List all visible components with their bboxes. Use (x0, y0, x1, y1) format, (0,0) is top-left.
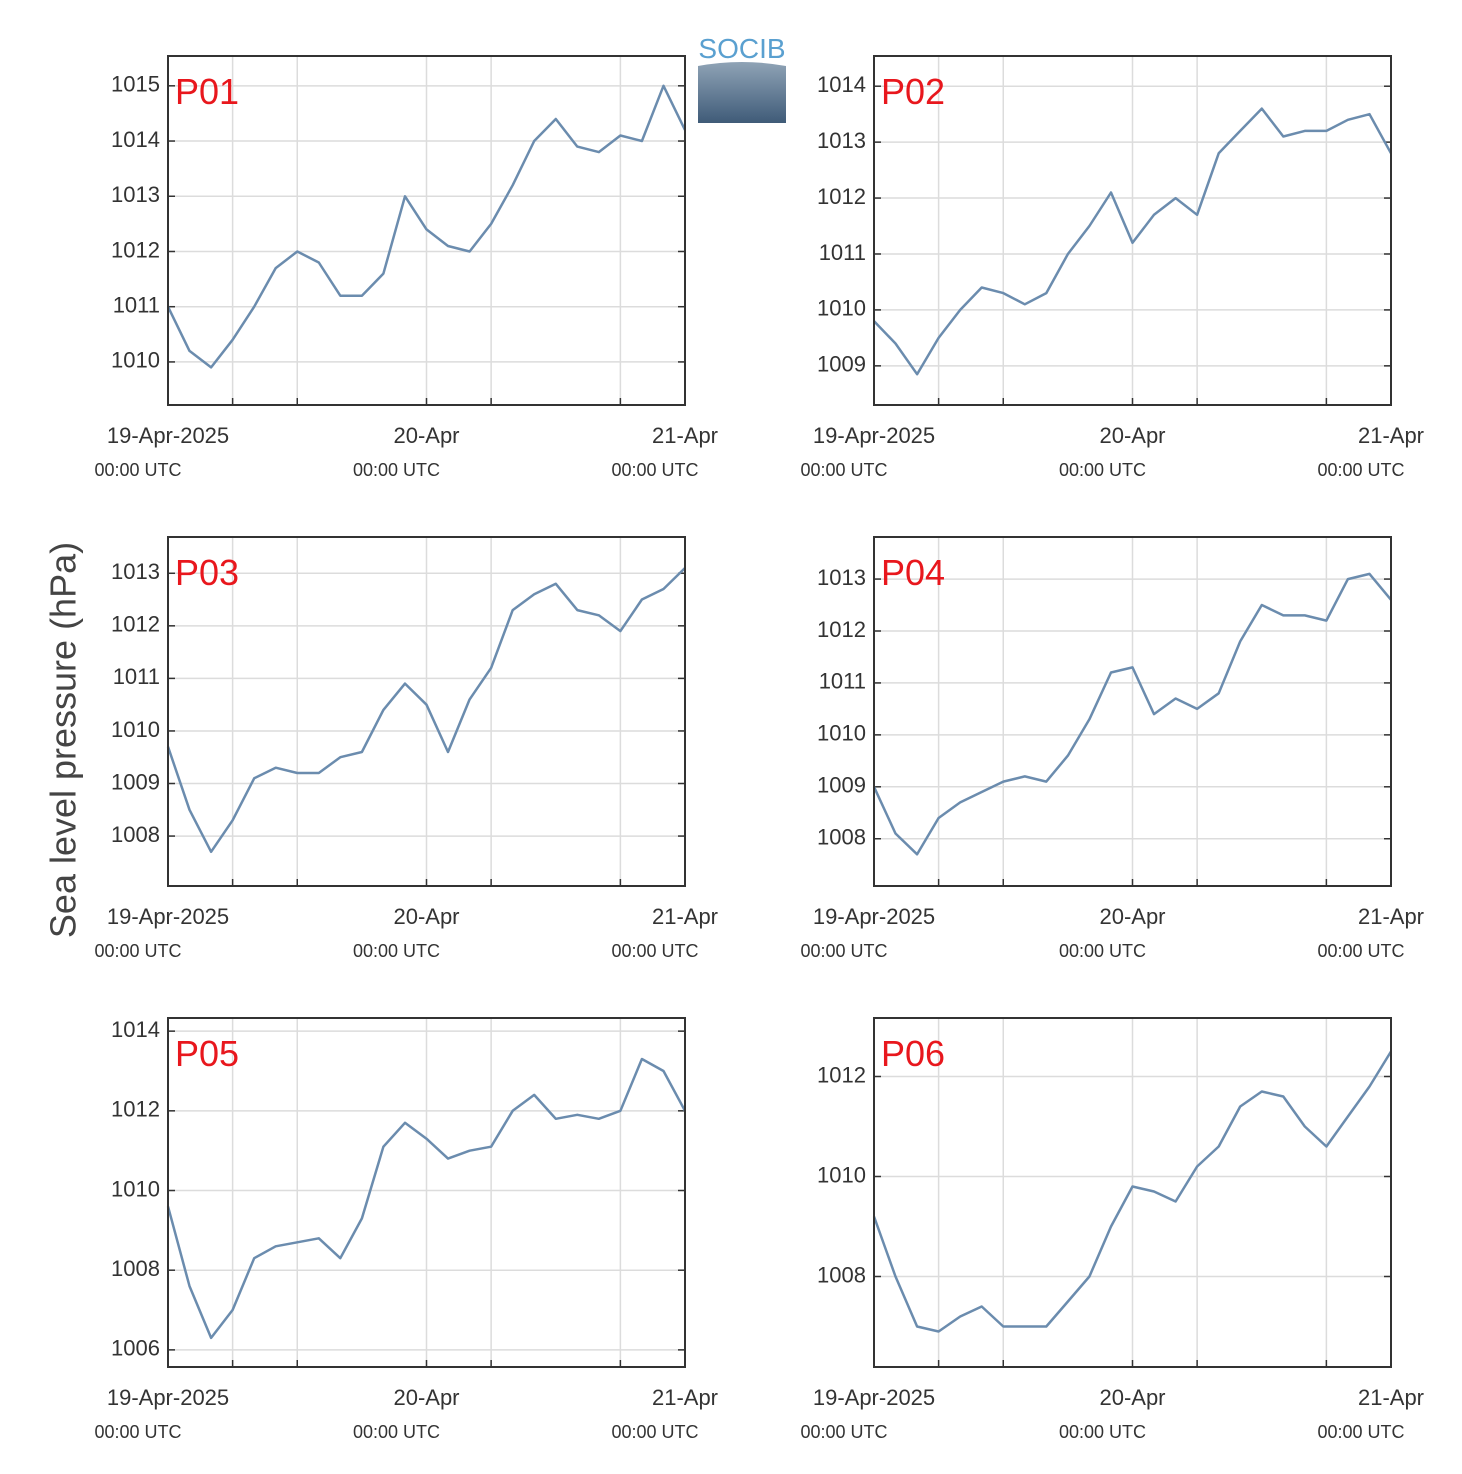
x-tick-label: 19-Apr-2025 (813, 904, 935, 929)
data-line (872, 1050, 1393, 1333)
y-tick-label: 1010 (817, 721, 866, 746)
panel-title: P01 (175, 71, 239, 112)
x-tick-label: 20-Apr (1099, 904, 1165, 929)
y-tick-label: 1015 (111, 72, 160, 97)
y-tick-label: 1010 (111, 1176, 160, 1201)
y-tick-label: 1011 (819, 240, 866, 265)
panel-title: P06 (881, 1033, 945, 1074)
plot-frame (873, 55, 1392, 406)
x-tick-label: 19-Apr-2025 (813, 423, 935, 448)
x-tick-label: 21-Apr (652, 904, 718, 929)
y-tick-label: 1012 (817, 1062, 866, 1087)
data-line (166, 567, 686, 854)
y-tick-label: 1011 (113, 664, 160, 689)
panel-title: P04 (881, 552, 945, 593)
y-tick-label: 1012 (111, 1097, 160, 1122)
x-tick-time: 00:00 UTC (1317, 460, 1404, 480)
x-tick-label: 20-Apr (393, 1385, 459, 1410)
x-tick-time: 00:00 UTC (1317, 1422, 1404, 1442)
logo: SOCIB (698, 33, 786, 123)
y-tick-label: 1013 (111, 182, 160, 207)
panel: 1009 1010 1011 1012 1013 1014 19-Apr-2025 00:00… (800, 55, 1424, 480)
x-tick-label: 20-Apr (1099, 1385, 1165, 1410)
panel-title: P05 (175, 1033, 239, 1074)
x-tick-label: 20-Apr (1099, 423, 1165, 448)
x-tick-time: 00:00 UTC (94, 460, 181, 480)
y-tick-label: 1008 (111, 822, 160, 847)
x-tick-label: 21-Apr (1358, 904, 1424, 929)
panel: 1008 1009 1010 1011 1012 1013 19-Apr-2025 00:00… (94, 536, 718, 961)
x-tick-time: 00:00 UTC (353, 1422, 440, 1442)
logo-shape (698, 62, 786, 123)
y-tick-label: 1006 (111, 1336, 160, 1361)
x-tick-time: 00:00 UTC (1317, 941, 1404, 961)
panel: 1010 1011 1012 1013 1014 1015 19-Apr-2025 00:00… (94, 55, 718, 480)
y-tick-label: 1012 (817, 617, 866, 642)
x-tick-time: 00:00 UTC (1059, 1422, 1146, 1442)
panel: 1006 1008 1010 1012 1014 19-Apr-2025 00:00 UTC… (94, 1017, 718, 1442)
y-tick-label: 1010 (111, 717, 160, 742)
x-tick-label: 19-Apr-2025 (107, 423, 229, 448)
y-tick-label: 1009 (817, 773, 866, 798)
y-tick-label: 1010 (817, 296, 866, 321)
y-tick-label: 1008 (817, 1262, 866, 1287)
x-tick-time: 00:00 UTC (353, 460, 440, 480)
x-tick-time: 00:00 UTC (611, 460, 698, 480)
y-tick-label: 1011 (113, 293, 160, 318)
x-tick-label: 21-Apr (1358, 1385, 1424, 1410)
y-tick-label: 1014 (817, 72, 866, 97)
x-tick-time: 00:00 UTC (800, 1422, 887, 1442)
x-tick-time: 00:00 UTC (1059, 941, 1146, 961)
y-tick-label: 1012 (817, 184, 866, 209)
y-tick-label: 1014 (111, 1017, 160, 1042)
x-tick-label: 21-Apr (652, 1385, 718, 1410)
y-tick-label: 1008 (111, 1256, 160, 1281)
plot-frame (873, 536, 1392, 887)
y-tick-label: 1013 (817, 128, 866, 153)
data-line (166, 1057, 687, 1340)
x-tick-label: 21-Apr (652, 423, 718, 448)
panel: 1008 1010 1012 19-Apr-2025 00:00 UTC 20-Apr 00… (800, 1017, 1424, 1442)
x-tick-time: 00:00 UTC (94, 941, 181, 961)
x-tick-time: 00:00 UTC (611, 1422, 698, 1442)
plot-frame (167, 1017, 686, 1368)
x-tick-label: 19-Apr-2025 (813, 1385, 935, 1410)
x-tick-label: 19-Apr-2025 (107, 1385, 229, 1410)
x-tick-time: 00:00 UTC (1059, 460, 1146, 480)
x-tick-label: 19-Apr-2025 (107, 904, 229, 929)
x-tick-time: 00:00 UTC (94, 1422, 181, 1442)
plot-frame (167, 55, 686, 406)
x-tick-time: 00:00 UTC (800, 460, 887, 480)
y-tick-label: 1013 (817, 565, 866, 590)
x-tick-label: 21-Apr (1358, 423, 1424, 448)
y-tick-label: 1014 (111, 127, 160, 152)
y-tick-label: 1012 (111, 612, 160, 637)
data-line (166, 84, 687, 369)
panel: 1008 1009 1010 1011 1012 1013 19-Apr-2025 00:00… (800, 536, 1424, 961)
logo-text: SOCIB (698, 33, 785, 64)
y-tick-label: 1009 (111, 769, 160, 794)
y-axis-label: Sea level pressure (hPa) (43, 542, 84, 938)
panel-title: P03 (175, 552, 239, 593)
y-tick-label: 1009 (817, 352, 866, 377)
y-tick-label: 1010 (111, 348, 160, 373)
data-line (873, 107, 1393, 376)
data-line (872, 572, 1392, 856)
x-tick-label: 20-Apr (393, 423, 459, 448)
x-tick-label: 20-Apr (393, 904, 459, 929)
x-tick-time: 00:00 UTC (353, 941, 440, 961)
y-tick-label: 1010 (817, 1162, 866, 1187)
y-tick-label: 1011 (819, 669, 866, 694)
y-tick-label: 1008 (817, 825, 866, 850)
x-tick-time: 00:00 UTC (611, 941, 698, 961)
y-tick-label: 1013 (111, 559, 160, 584)
x-tick-time: 00:00 UTC (800, 941, 887, 961)
panel-title: P02 (881, 71, 945, 112)
y-tick-label: 1012 (111, 237, 160, 262)
plot-frame (873, 1017, 1392, 1368)
plot-frame (167, 536, 686, 887)
